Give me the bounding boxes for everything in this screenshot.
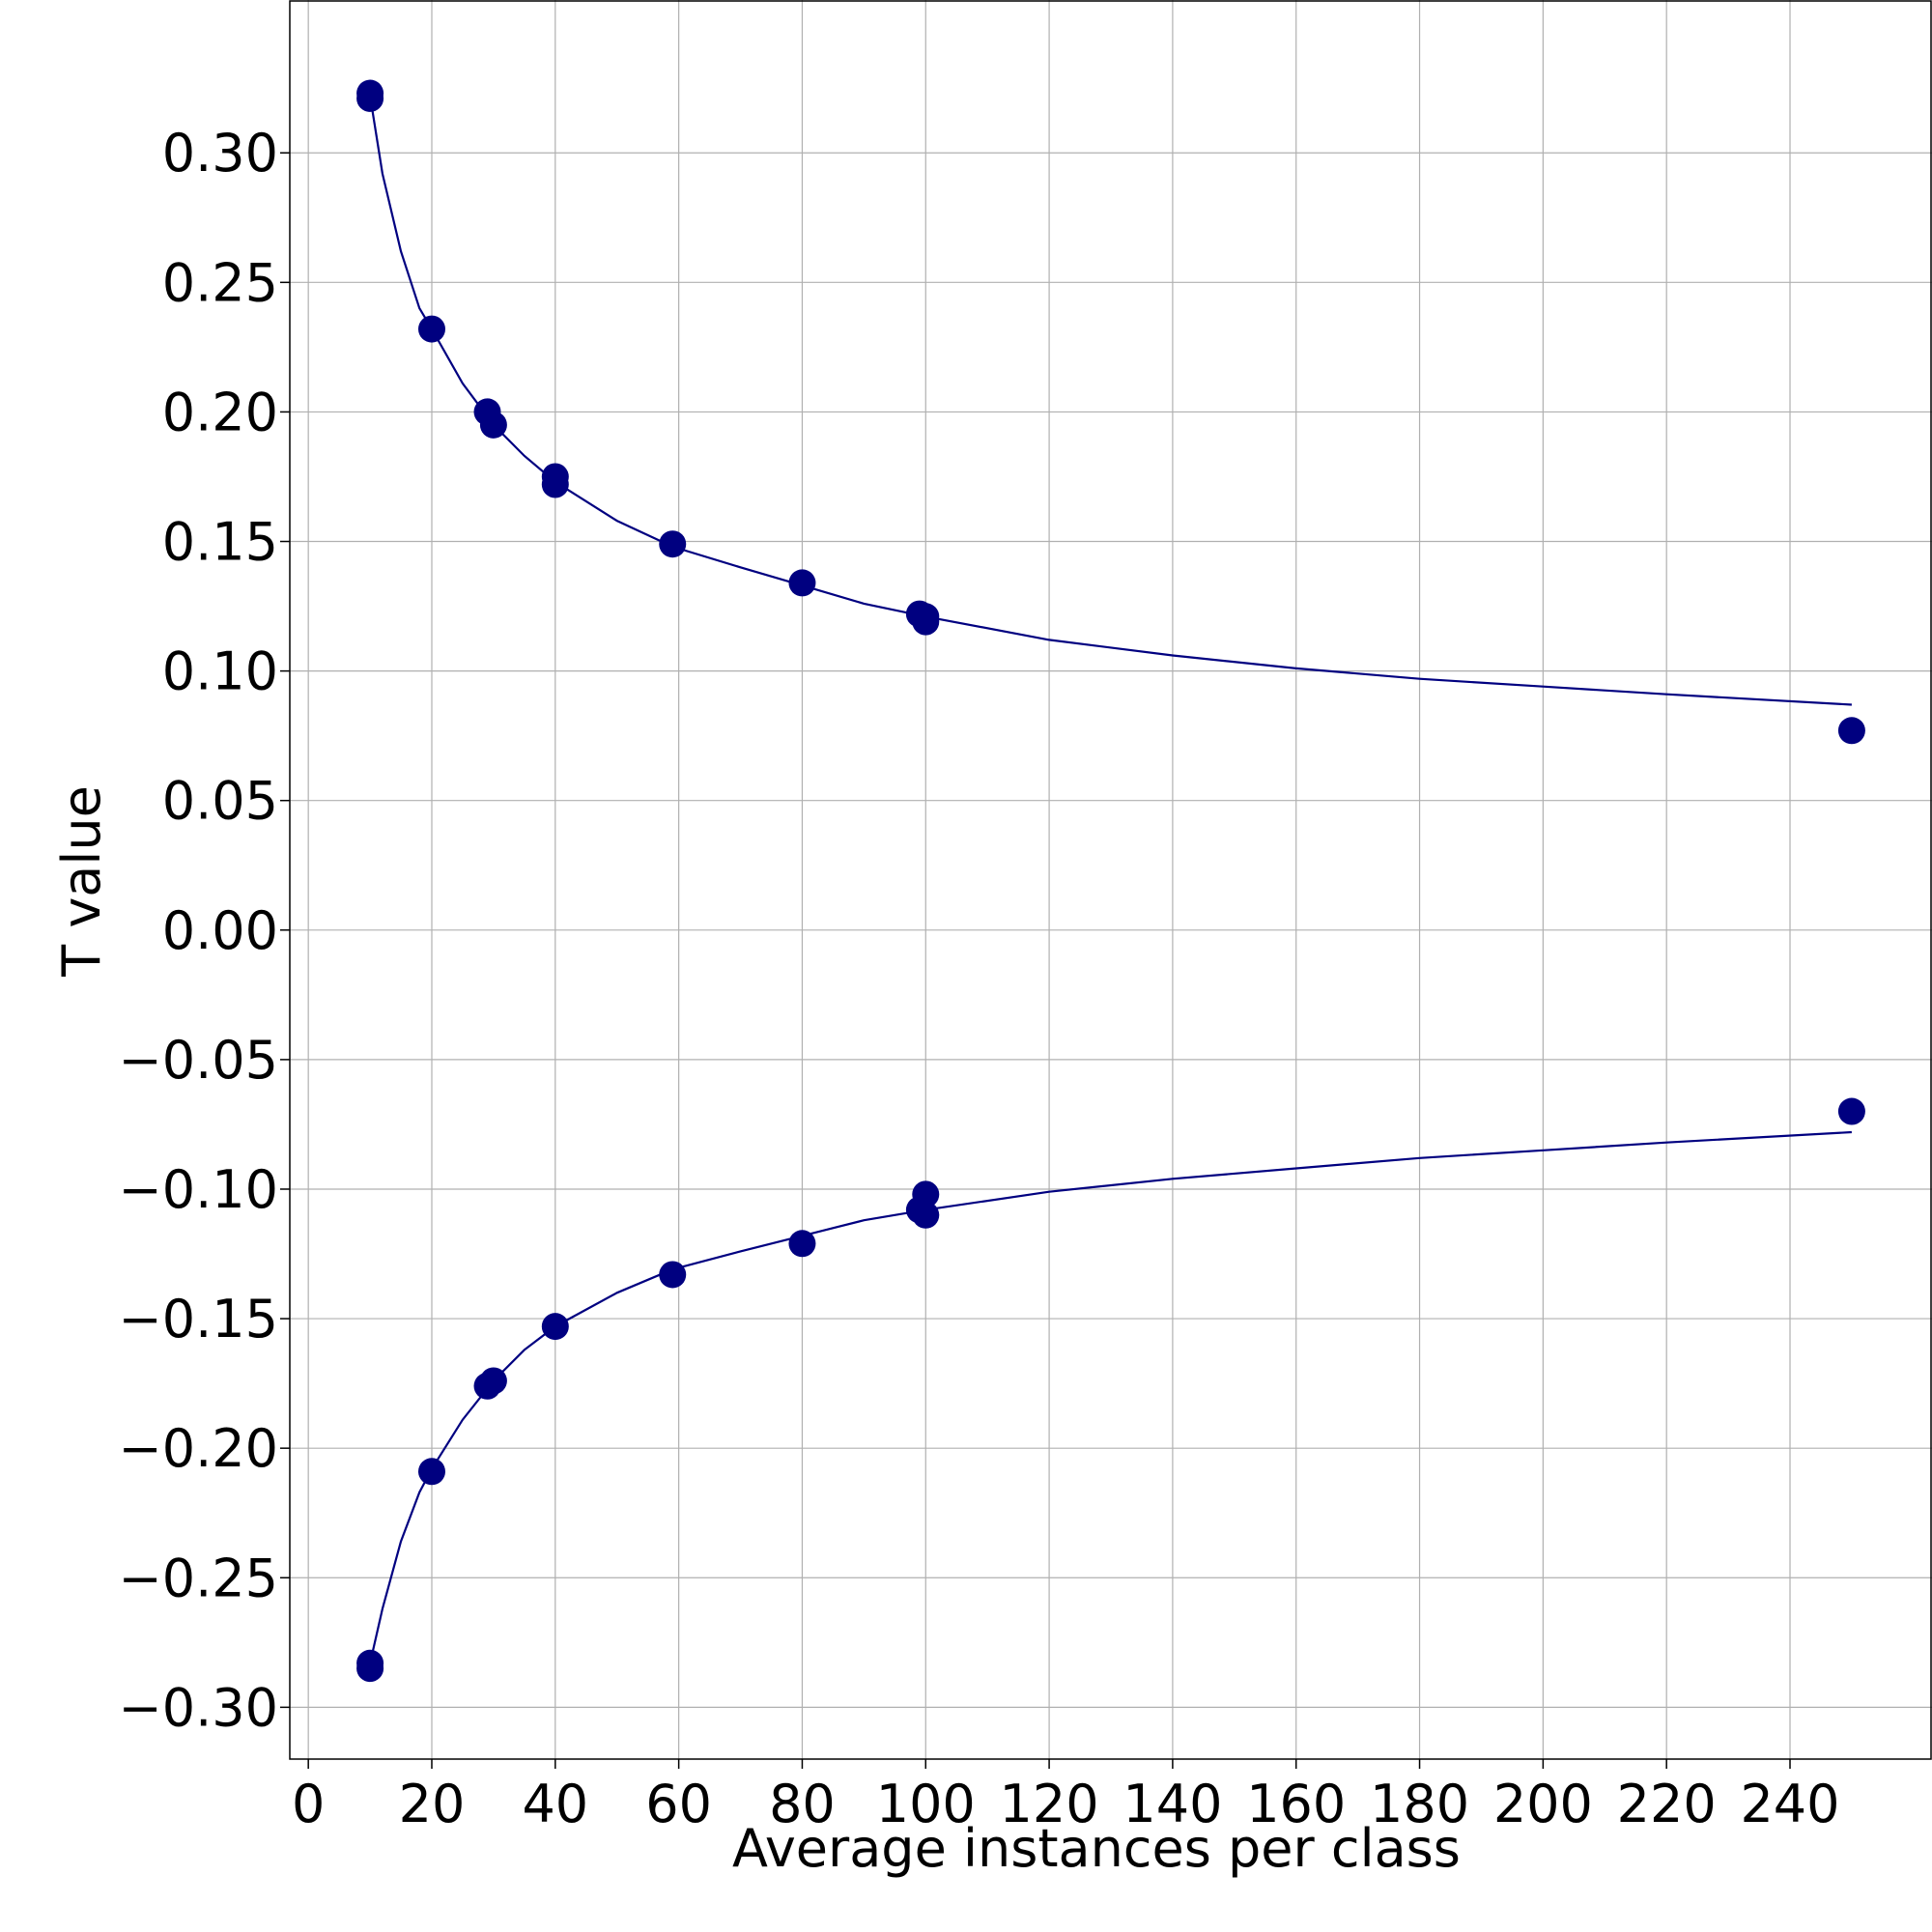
y-tick-label: −0.15 [119,1289,278,1350]
data-point [356,84,384,112]
data-point [541,470,569,498]
y-tick-label: −0.30 [119,1677,278,1738]
fit-curve [369,1130,1852,1664]
data-point [788,569,816,597]
y-tick-label: 0.25 [162,252,278,313]
x-tick-label: 200 [1493,1774,1593,1834]
x-tick-label: 240 [1740,1774,1839,1834]
data-point [541,1313,569,1341]
data-point [912,1201,940,1229]
x-tick-label: 100 [876,1774,976,1834]
data-point [912,1180,940,1208]
y-tick-label: −0.25 [119,1548,278,1608]
data-point [417,315,445,343]
data-point [479,1367,507,1395]
x-tick-label: 60 [645,1774,712,1834]
grid-lines [290,0,1932,1759]
x-tick-label: 160 [1246,1774,1346,1834]
y-tick-label: 0.10 [162,641,278,702]
x-tick-label: 0 [292,1774,325,1834]
data-point [788,1230,816,1258]
fit-curve [369,96,1852,706]
x-axis-title: Average instances per class [732,1818,1461,1879]
y-axis-title: T value [51,785,112,978]
y-tick-label: −0.05 [119,1030,278,1091]
y-tick-label: 0.05 [162,771,278,832]
x-tick-label: 180 [1370,1774,1469,1834]
plot-frame [289,0,1932,1760]
data-point [1837,1097,1865,1125]
data-point [912,608,940,636]
x-tick-label: 220 [1617,1774,1717,1834]
data-point [479,411,507,439]
data-point [417,1458,445,1486]
data-points [356,79,1865,1683]
axis-ticks: 0 20 40 60 80 100 120 140 160 180 200 220 240 0.30 0.2… [119,123,1840,1834]
y-tick-label: −0.10 [119,1159,278,1220]
x-tick-label: 40 [522,1774,588,1834]
y-tick-label: 0.20 [162,382,278,442]
data-point [659,1261,687,1289]
fit-curves [369,96,1852,1664]
x-tick-label: 80 [769,1774,836,1834]
y-tick-label: 0.30 [162,123,278,184]
x-tick-label: 140 [1122,1774,1222,1834]
y-tick-label: 0.00 [162,900,278,961]
x-tick-label: 20 [399,1774,466,1834]
x-tick-label: 120 [1000,1774,1099,1834]
data-point [1837,717,1865,745]
data-point [659,530,687,558]
y-tick-label: −0.20 [119,1418,278,1479]
data-point [356,1655,384,1683]
y-tick-label: 0.15 [162,512,278,573]
